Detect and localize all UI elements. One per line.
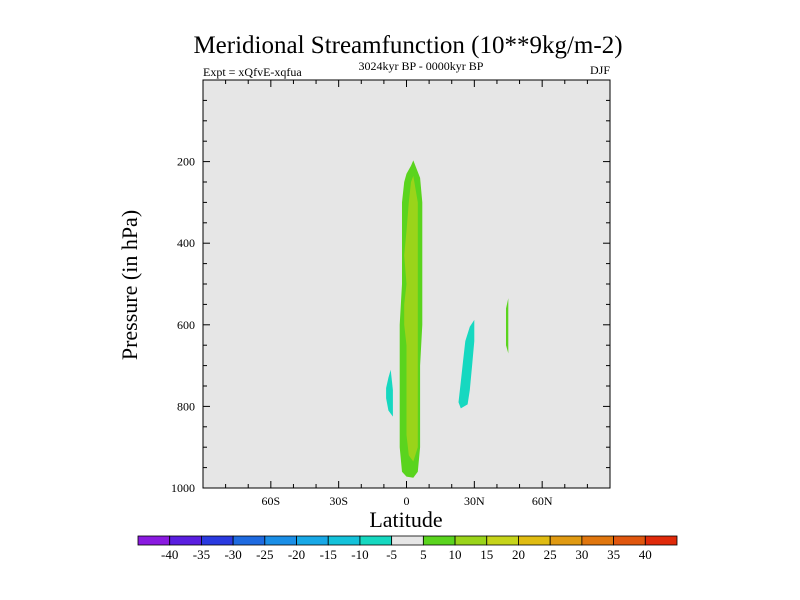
colorbar-swatch [327,535,361,546]
x-axis-label: Latitude [369,507,442,532]
x-tick-label: 60S [261,494,280,508]
x-tick-label: 30S [329,494,348,508]
y-tick-label: 600 [177,318,195,332]
colorbar-label: -15 [320,547,337,562]
colorbar-swatch [232,535,266,546]
region-equatorial-band-inner [404,175,418,462]
colorbar-swatch [486,535,519,546]
y-tick-label: 200 [177,155,195,169]
colorbar-swatch [264,535,297,546]
colorbar-label: 10 [449,547,462,562]
colorbar-swatch [169,535,202,546]
x-tick-label: 30N [464,494,485,508]
colorbar-label: -10 [351,547,368,562]
region-south-tropics-patch [386,369,393,417]
colorbar-label: -40 [161,547,178,562]
time-range-label: 3024kyr BP - 0000kyr BP [359,59,484,73]
y-tick-label: 400 [177,236,195,250]
colorbar-label: 40 [639,547,652,562]
colorbar-label: -25 [256,547,273,562]
colorbar-label: -30 [224,547,241,562]
x-axis: 60S 30S 0 30N 60N [202,80,611,508]
colorbar-swatch [613,535,646,546]
colorbar-swatch [137,535,171,546]
colorbar-swatch [454,535,488,546]
chart-title: Meridional Streamfunction (10**9kg/m-2) [193,32,622,59]
colorbar: -40 -35 -30 -25 -20 -15 -10 -5 5 10 15 20 25 30 35 40 [137,535,678,562]
y-tick-label: 1000 [171,481,195,495]
experiment-label: Expt = xQfvE-xqfua [203,65,302,79]
colorbar-swatch [359,535,393,546]
colorbar-swatch [391,535,424,546]
x-tick-label: 60N [532,494,553,508]
colorbar-label: -5 [386,547,397,562]
colorbar-label: 25 [544,547,557,562]
x-tick-label: 0 [404,494,410,508]
colorbar-label: 15 [480,547,493,562]
colorbar-swatch [644,535,678,546]
colorbar-swatch [201,535,234,546]
y-axis: 200 400 600 800 1000 [171,79,610,495]
region-north-tropics-patch [458,319,475,409]
colorbar-swatch [581,535,614,546]
colorbar-label: 30 [575,547,588,562]
colorbar-label: 35 [607,547,620,562]
contour-regions [386,160,509,478]
colorbar-label: -20 [288,547,305,562]
colorbar-swatch [518,535,551,546]
y-tick-label: 800 [177,399,195,413]
y-axis-label: Pressure (in hPa) [117,210,142,360]
season-label: DJF [590,63,610,77]
region-north-midlatitude-patch [506,298,509,354]
colorbar-swatch [422,535,456,546]
colorbar-label: 5 [420,547,427,562]
colorbar-swatch [549,535,583,546]
colorbar-label: 20 [512,547,525,562]
colorbar-swatch [296,535,329,546]
colorbar-label: -35 [193,547,210,562]
